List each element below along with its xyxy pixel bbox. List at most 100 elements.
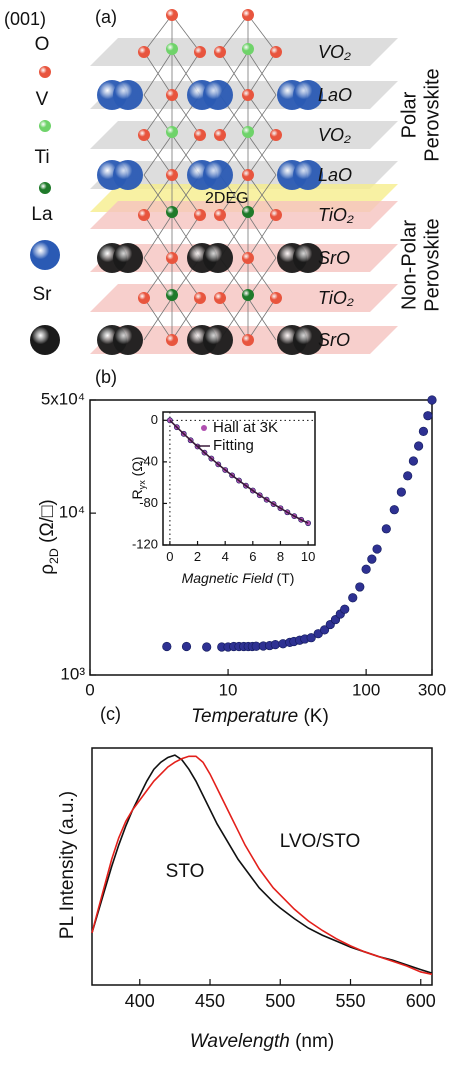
orientation-label: (001) (4, 9, 46, 29)
data-point (428, 396, 437, 405)
legend-ball (39, 182, 51, 194)
x-tick-label: 8 (277, 549, 284, 564)
layer-label: TiO₂ (318, 288, 354, 308)
axis-label: Magnetic Field (T) (182, 570, 295, 586)
data-point (202, 643, 211, 652)
layer-label: LaO (318, 85, 352, 105)
a-site-ball (113, 325, 143, 355)
y-tick-label: 10⁴ (59, 503, 85, 522)
layer-label: LaO (318, 165, 352, 185)
layer-label: VO₂ (318, 42, 351, 62)
oxygen-ball (214, 129, 226, 141)
series-label: STO (166, 861, 205, 882)
axis-label-part: (T) (273, 570, 295, 586)
layer-label: SrO (318, 330, 350, 350)
y-tick-label: 0 (151, 412, 158, 427)
x-tick-label: 10 (301, 549, 315, 564)
group-label: Perovskite (421, 218, 443, 311)
oxygen-ball (138, 209, 150, 221)
oxygen-ball (242, 334, 254, 346)
figure: (001)(a)OVTiLaSrVO₂LaOVO₂LaOTiO₂SrOTiO₂S… (0, 0, 458, 1065)
legend-ball (30, 325, 60, 355)
oxygen-ball (214, 46, 226, 58)
axis-label: Ryx (Ω) (129, 457, 148, 500)
legend-label: V (36, 89, 49, 110)
axis-label-part: (K) (298, 706, 329, 727)
data-point (414, 442, 423, 451)
axis-label: PL Intensity (a.u.) (57, 791, 78, 939)
data-point (419, 427, 428, 436)
layer-label: TiO₂ (318, 205, 354, 225)
x-tick-label: 2 (194, 549, 201, 564)
oxygen-ball (194, 292, 206, 304)
a-site-ball (203, 243, 233, 273)
axis-label-part: R (129, 489, 145, 499)
legend-label: Sr (33, 284, 53, 305)
axis-label-part: 2D (47, 548, 61, 564)
panel-label: (c) (100, 704, 121, 724)
data-point (356, 583, 365, 592)
x-tick-label: 4 (222, 549, 229, 564)
legend-label: O (35, 34, 50, 55)
group-label: Polar (398, 91, 420, 138)
axis-label: Temperature (K) (191, 706, 329, 727)
oxygen-ball (242, 252, 254, 264)
legend-label: Fitting (213, 437, 254, 454)
oxygen-ball (270, 46, 282, 58)
data-point (163, 642, 172, 651)
axis-label-part: (Ω/□) (37, 499, 58, 548)
axis-label: Wavelength (nm) (190, 1031, 334, 1052)
data-point (397, 488, 406, 497)
legend-ball (30, 240, 60, 270)
oxygen-ball (166, 9, 178, 21)
layer-label: VO₂ (318, 125, 351, 145)
b-site-ball (166, 289, 178, 301)
x-tick-label: 10 (219, 681, 238, 700)
oxygen-ball (138, 292, 150, 304)
x-tick-label: 300 (418, 681, 446, 700)
x-tick-label: 100 (352, 681, 380, 700)
oxygen-ball (242, 89, 254, 101)
data-point (271, 640, 280, 649)
a-site-ball (203, 80, 233, 110)
oxygen-ball (166, 89, 178, 101)
data-point (362, 565, 371, 574)
panel-label: (a) (95, 7, 117, 27)
legend-label: La (31, 204, 53, 225)
b-site-ball (242, 43, 254, 55)
x-tick-label: 0 (85, 681, 94, 700)
axis-label: ρ2D (Ω/□) (37, 499, 61, 575)
layer-label: SrO (318, 248, 350, 268)
oxygen-ball (138, 129, 150, 141)
b-site-ball (166, 43, 178, 55)
axis-label-part: ρ (37, 564, 58, 575)
data-point (403, 472, 412, 481)
x-tick-label: 500 (265, 991, 295, 1011)
oxygen-ball (242, 9, 254, 21)
legend-label: Hall at 3K (213, 419, 278, 436)
a-site-ball (113, 160, 143, 190)
oxygen-ball (242, 169, 254, 181)
oxygen-ball (194, 209, 206, 221)
oxygen-ball (270, 129, 282, 141)
oxygen-ball (270, 209, 282, 221)
axis-label-part: Temperature (191, 706, 298, 727)
data-point (368, 555, 377, 564)
series-label: LVO/STO (280, 831, 361, 852)
data-point (390, 505, 399, 514)
x-tick-label: 450 (195, 991, 225, 1011)
oxygen-ball (214, 209, 226, 221)
oxygen-ball (138, 46, 150, 58)
data-point (348, 593, 357, 602)
data-point (424, 411, 433, 420)
x-tick-label: 400 (125, 991, 155, 1011)
data-point (382, 525, 391, 534)
legend-ball (39, 120, 51, 132)
data-point (373, 545, 382, 554)
axis-label-part: Magnetic Field (182, 570, 274, 586)
oxygen-ball (194, 129, 206, 141)
x-tick-label: 600 (406, 991, 436, 1011)
oxygen-ball (166, 169, 178, 181)
oxygen-ball (270, 292, 282, 304)
b-site-ball (242, 126, 254, 138)
